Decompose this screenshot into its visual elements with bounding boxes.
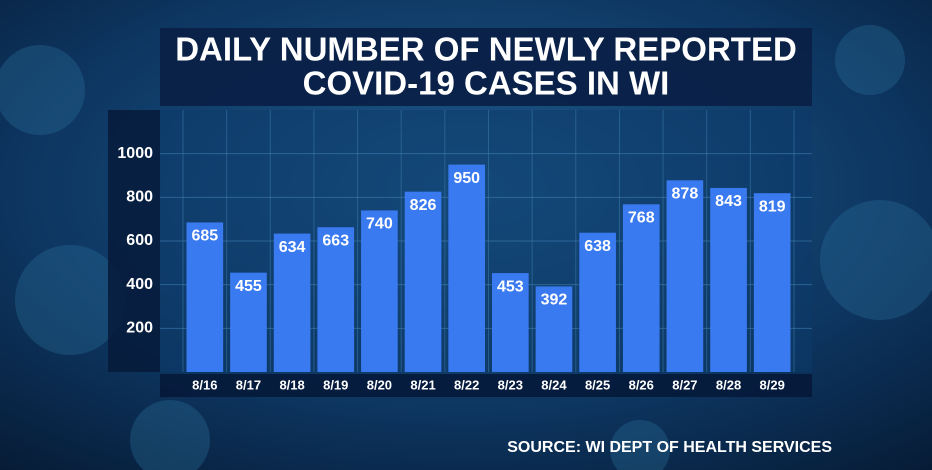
bar [404,191,442,372]
x-tick-label: 8/21 [410,377,435,392]
x-tick-label: 8/29 [760,377,785,392]
bar [230,272,267,372]
source: SOURCE: WI DEPT OF HEALTH SERVICES [507,439,832,456]
x-tick-label: 8/26 [629,377,654,392]
bar [273,233,311,372]
x-tick-label: 8/23 [498,377,523,392]
value-label: 663 [322,232,349,249]
x-tick-label: 8/19 [323,377,348,392]
y-tick-label: 600 [126,232,153,249]
y-tick-label: 400 [126,276,153,293]
value-label: 819 [759,198,786,215]
bar [317,227,355,372]
y-axis-strip [108,110,160,372]
x-tick-label: 8/17 [236,377,261,392]
bar [710,187,747,372]
x-tick-label: 8/22 [454,377,479,392]
y-tick-label: 800 [126,189,153,206]
virus-decor [0,25,932,470]
x-tick-label: 8/16 [192,377,217,392]
y-tick-label: 1000 [117,145,153,162]
bar [753,193,791,372]
chart-title: COVID-19 CASES IN WI [303,65,670,102]
value-label: 685 [191,228,218,245]
value-label: 392 [541,292,568,309]
value-label: 826 [410,197,437,214]
value-label: 740 [366,216,393,233]
bar [622,204,660,372]
value-label: 453 [497,278,524,295]
value-label: 950 [453,170,480,187]
bar [491,273,529,372]
title-box [160,28,812,106]
value-label: 638 [584,238,611,255]
x-tick-label: 8/27 [672,377,697,392]
value-label: 634 [279,239,306,256]
bar [666,180,704,372]
value-label: 768 [628,210,655,227]
bar [361,210,398,372]
x-tick-label: 8/25 [585,377,610,392]
value-label: 843 [715,193,742,210]
x-tick-label: 8/20 [367,377,392,392]
value-label: 455 [235,278,262,295]
bar [535,286,573,372]
x-axis-strip [160,374,812,397]
value-label: 878 [672,186,699,203]
chart-title: DAILY NUMBER OF NEWLY REPORTED [175,31,797,68]
bar [579,232,616,372]
bar [448,164,486,372]
x-tick-label: 8/24 [541,377,567,392]
x-tick-label: 8/28 [716,377,741,392]
y-tick-label: 200 [126,320,153,337]
bar [186,222,224,372]
x-tick-label: 8/18 [279,377,304,392]
